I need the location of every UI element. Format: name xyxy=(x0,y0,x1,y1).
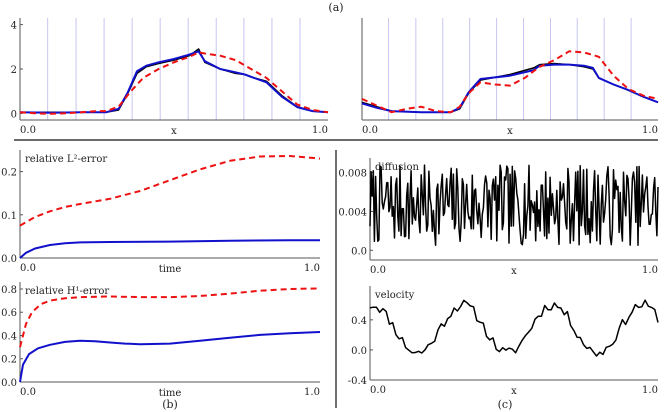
series-line-blue xyxy=(19,239,320,259)
series-line-red xyxy=(19,287,321,348)
y-tick-label: 0.4 xyxy=(1,331,17,342)
y-tick-label: 0.004 xyxy=(338,207,367,218)
x-tick-label: 0.0 xyxy=(20,125,36,136)
y-tick-label: 0.2 xyxy=(1,168,17,179)
chart-a2: 0.0 1.0 x xyxy=(361,18,659,137)
x-tick-label: 0.0 xyxy=(20,387,36,398)
series-line-black xyxy=(361,62,659,113)
series-line-blue xyxy=(361,63,659,114)
x-tick-label: 0.0 xyxy=(370,385,386,396)
y-tick-label: 0 xyxy=(11,109,17,120)
y-tick-label: 0.6 xyxy=(1,308,17,319)
x-axis-label: time xyxy=(159,388,182,399)
y-tick-label: 0.008 xyxy=(338,169,367,180)
chart-b2: 0.0 0.2 0.4 0.6 0.8 0.0 1.0 time relative H¹-err… xyxy=(1,282,321,399)
chart-title: velocity xyxy=(374,290,415,301)
panel-label-a: (a) xyxy=(328,1,343,14)
y-tick-label: 0.0 xyxy=(351,246,367,257)
x-tick-label: 1.0 xyxy=(312,125,328,136)
y-tick-label: 0.0 xyxy=(1,378,17,389)
x-tick-label: 0.0 xyxy=(370,265,386,276)
chart-b1: 0.0 0.1 0.2 0.0 1.0 time relative L²-error xyxy=(1,150,321,275)
x-tick-label: 1.0 xyxy=(304,263,320,274)
chart-c1: 0.0 0.004 0.008 0.0 1.0 x diffusion xyxy=(338,158,659,277)
x-axis-label: x xyxy=(511,386,517,397)
x-axis-label: time xyxy=(159,264,182,275)
x-axis-label: x xyxy=(507,126,513,137)
y-tick-label: 0.8 xyxy=(1,285,17,296)
y-tick-label: 0.4 xyxy=(351,316,367,327)
y-tick-label: 0.1 xyxy=(1,211,17,222)
y-tick-label: 4 xyxy=(11,21,17,32)
x-axis-label: x xyxy=(171,126,177,137)
chart-title: relative H¹-error xyxy=(25,286,109,297)
y-tick-label: -0.4 xyxy=(348,376,367,387)
x-tick-label: 1.0 xyxy=(642,265,658,276)
chart-title: diffusion xyxy=(375,162,419,173)
x-tick-label: 1.0 xyxy=(642,125,658,136)
series-line-blue xyxy=(19,331,321,383)
series-line-blue xyxy=(19,50,329,114)
x-tick-label: 0.0 xyxy=(20,263,36,274)
x-axis-label: x xyxy=(511,266,517,277)
x-tick-label: 1.0 xyxy=(642,385,658,396)
plots-group: 0 2 4 0.0 1.0 x 0.0 1.0 x 0.0 0.1 0.2 0.0 1.0 time rela… xyxy=(1,18,659,399)
x-tick-label: 1.0 xyxy=(304,387,320,398)
series-line-black xyxy=(369,164,659,247)
x-tick-label: 0.0 xyxy=(362,125,378,136)
panel-label-c: (c) xyxy=(498,398,513,411)
y-tick-label: 0.0 xyxy=(1,254,17,265)
series-line-red xyxy=(19,51,329,115)
y-tick-label: 2 xyxy=(11,65,17,76)
chart-a1: 0 2 4 0.0 1.0 x xyxy=(11,18,329,137)
chart-title: relative L²-error xyxy=(25,154,107,165)
series-line-red xyxy=(19,155,321,227)
y-tick-label: 0.2 xyxy=(1,355,17,366)
y-tick-label: 0.0 xyxy=(351,346,367,357)
series-line-red xyxy=(361,50,659,114)
panel-label-b: (b) xyxy=(162,398,178,411)
series-line-black xyxy=(369,299,659,357)
